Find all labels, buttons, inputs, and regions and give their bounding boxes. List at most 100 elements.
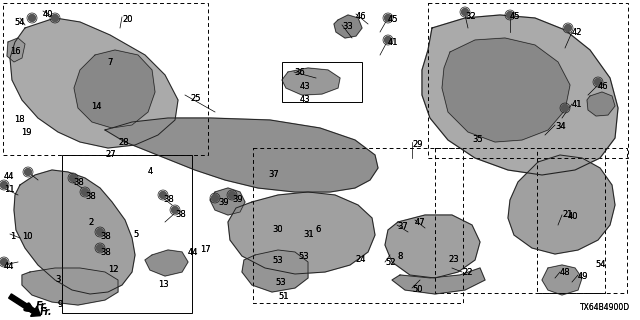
Text: 40: 40 — [43, 10, 54, 19]
Polygon shape — [542, 265, 582, 295]
Bar — [428, 3, 628, 158]
Text: 16: 16 — [10, 47, 20, 56]
Text: 9: 9 — [58, 300, 63, 309]
Text: 45: 45 — [388, 15, 399, 24]
Text: 23: 23 — [448, 255, 459, 264]
Text: 49: 49 — [578, 272, 589, 281]
Text: 27: 27 — [105, 150, 116, 159]
Text: 47: 47 — [415, 218, 426, 227]
Polygon shape — [14, 170, 135, 294]
Polygon shape — [508, 155, 615, 254]
Text: 54: 54 — [14, 18, 24, 27]
Text: 4: 4 — [148, 167, 153, 176]
Text: 14: 14 — [91, 102, 102, 111]
Text: 1: 1 — [10, 232, 15, 241]
Text: 12: 12 — [108, 265, 118, 274]
Polygon shape — [74, 50, 155, 128]
Text: 2: 2 — [88, 218, 93, 227]
Text: 40: 40 — [43, 10, 54, 19]
Text: 20: 20 — [122, 15, 132, 24]
Text: 40: 40 — [568, 212, 579, 221]
Text: 36: 36 — [294, 68, 305, 77]
Text: 29: 29 — [412, 140, 422, 149]
Text: 46: 46 — [356, 12, 367, 21]
Circle shape — [211, 195, 218, 202]
Circle shape — [595, 78, 602, 85]
Polygon shape — [228, 192, 375, 274]
Circle shape — [561, 105, 568, 111]
Circle shape — [70, 174, 77, 181]
Polygon shape — [282, 68, 340, 95]
Text: 22: 22 — [462, 268, 472, 277]
Text: 5: 5 — [133, 230, 138, 239]
Bar — [3, 3, 208, 155]
Text: 38: 38 — [100, 248, 111, 257]
Text: 37: 37 — [268, 170, 279, 179]
Polygon shape — [587, 92, 615, 116]
Text: 31: 31 — [303, 230, 314, 239]
Text: 32: 32 — [465, 12, 476, 21]
Text: 39: 39 — [232, 195, 243, 204]
Text: 11: 11 — [4, 185, 15, 194]
Text: 12: 12 — [108, 265, 118, 274]
Text: 38: 38 — [73, 178, 84, 187]
Text: 23: 23 — [448, 255, 459, 264]
Text: 4: 4 — [148, 167, 153, 176]
Text: 49: 49 — [578, 272, 589, 281]
Text: 31: 31 — [303, 230, 314, 239]
Text: 46: 46 — [598, 82, 609, 91]
Text: 33: 33 — [342, 22, 353, 31]
Text: 17: 17 — [200, 245, 211, 254]
Polygon shape — [442, 38, 570, 142]
Polygon shape — [7, 38, 25, 62]
Text: 54: 54 — [595, 260, 605, 269]
Text: 8: 8 — [397, 252, 403, 261]
Text: 30: 30 — [272, 225, 283, 234]
Circle shape — [97, 228, 104, 236]
Text: 43: 43 — [300, 95, 310, 104]
Text: 10: 10 — [22, 232, 33, 241]
Text: 38: 38 — [175, 210, 186, 219]
Text: 36: 36 — [294, 68, 305, 77]
Text: 53: 53 — [272, 256, 283, 265]
Text: 41: 41 — [388, 38, 399, 47]
Text: 27: 27 — [105, 150, 116, 159]
Bar — [435, 148, 605, 293]
Text: 39: 39 — [232, 195, 243, 204]
Text: 17: 17 — [200, 245, 211, 254]
Polygon shape — [210, 188, 245, 215]
Text: 46: 46 — [356, 12, 367, 21]
Circle shape — [506, 12, 513, 19]
Text: 48: 48 — [560, 268, 571, 277]
Text: 14: 14 — [91, 102, 102, 111]
Text: 44: 44 — [4, 172, 15, 181]
Bar — [537, 148, 627, 293]
Text: TX64B4900D: TX64B4900D — [580, 303, 630, 312]
Text: 35: 35 — [472, 135, 483, 144]
Circle shape — [172, 206, 179, 213]
Text: 22: 22 — [462, 268, 472, 277]
Polygon shape — [22, 268, 118, 305]
Text: 28: 28 — [118, 138, 129, 147]
Text: 44: 44 — [4, 262, 15, 271]
Text: 41: 41 — [572, 100, 582, 109]
Text: 39: 39 — [218, 198, 228, 207]
Text: 38: 38 — [85, 192, 96, 201]
Text: TX64B4900D: TX64B4900D — [580, 303, 630, 312]
Polygon shape — [334, 15, 362, 38]
Text: 38: 38 — [100, 232, 111, 241]
Polygon shape — [105, 118, 378, 192]
Bar — [282, 62, 362, 102]
Circle shape — [461, 9, 468, 15]
Text: 37: 37 — [397, 222, 408, 231]
Text: 42: 42 — [572, 28, 582, 37]
Text: 35: 35 — [472, 135, 483, 144]
Text: 32: 32 — [465, 12, 476, 21]
Text: 18: 18 — [14, 115, 24, 124]
Circle shape — [24, 169, 31, 175]
Text: 13: 13 — [158, 280, 168, 289]
Text: 38: 38 — [100, 232, 111, 241]
Text: 8: 8 — [397, 252, 403, 261]
Text: 19: 19 — [21, 128, 31, 137]
Text: 38: 38 — [85, 192, 96, 201]
